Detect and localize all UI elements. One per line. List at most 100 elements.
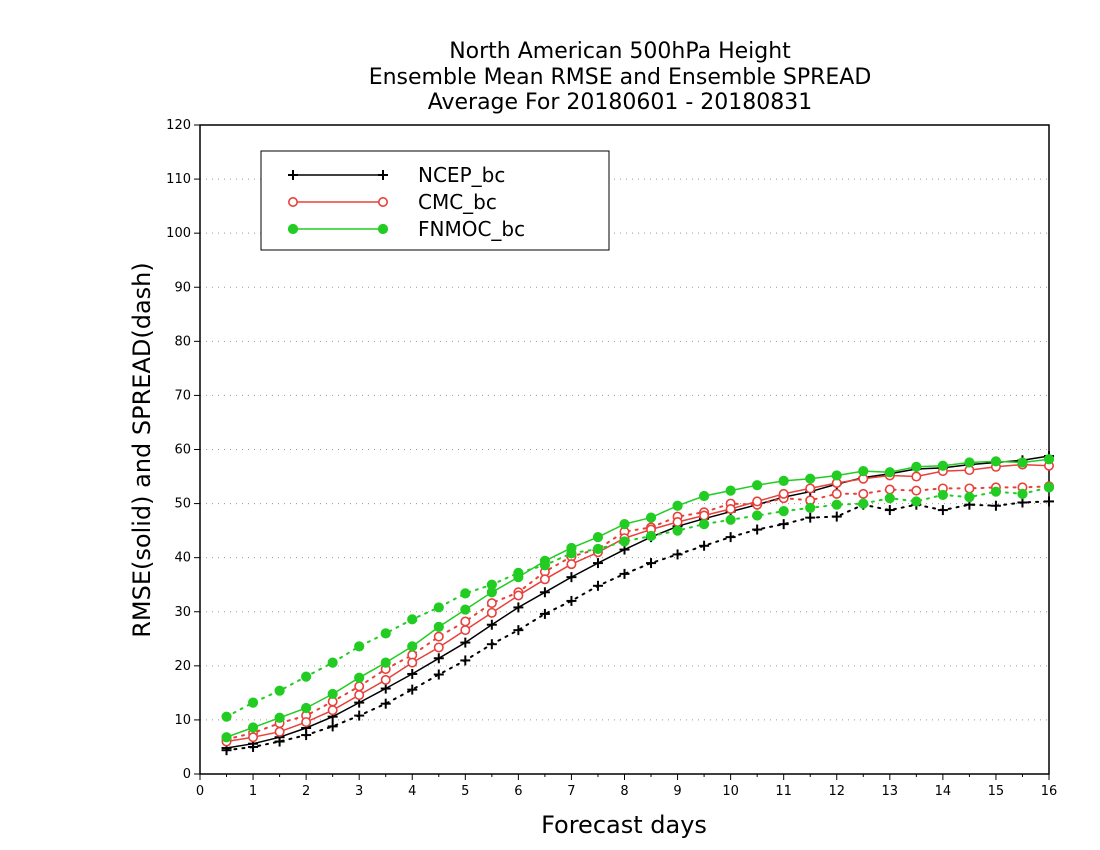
fnmoc-bc-spread-point [221,711,232,722]
fnmoc-bc-spread-point [301,671,312,682]
legend-items: NCEP_bc CMC_bc FNMOC_bc [287,163,525,241]
cmc-bc-rmse-point [486,607,497,618]
x-tick-label: 4 [408,784,416,799]
cmc-bc-rmse-point [911,471,922,482]
fnmoc-bc-spread-point [1043,482,1055,493]
fnmoc-bc-spread-point [884,493,895,504]
fnmoc-bc-spread-point [911,496,922,507]
fnmoc-bc-rmse-point [672,500,683,511]
ncep-bc-spread-point [513,625,524,636]
cmc-bc-rmse-point [407,657,418,668]
chart-title-line-2: Ensemble Mean RMSE and Ensemble SPREAD [369,65,872,90]
cmc-bc-spread-point [911,485,922,496]
fnmoc-bc-spread-point [1017,488,1028,499]
ncep-bc-spread-point [619,568,630,579]
ncep-bc-spread-point [327,721,338,732]
ncep-bc-rmse-point [433,653,444,664]
fnmoc-bc-spread-point [964,491,975,503]
fnmoc-bc-spread-point [407,614,418,625]
fnmoc-bc-rmse-point [805,473,816,484]
cmc-bc-rmse-point [778,488,789,499]
x-tick-label: 11 [775,784,792,799]
cmc-bc-rmse-point [301,717,312,728]
fnmoc-bc-rmse-point [513,572,524,583]
cmc-bc-spread-point [831,488,842,499]
chart-title-line-1: North American 500hPa Height [449,39,791,64]
legend-item-ncep-bc: NCEP_bc [288,163,505,187]
fnmoc-bc-rmse-point [407,641,418,652]
x-tick-label: 12 [828,784,845,799]
ncep-bc-spread-point [990,500,1001,511]
cmc-bc-rmse-point [752,496,763,507]
fnmoc-bc-spread-point [619,536,630,547]
fnmoc-bc-rmse-point [247,722,259,733]
x-tick-label: 14 [935,784,952,799]
fnmoc-bc-spread-point [645,530,657,542]
cmc-bc-spread-point [858,488,869,499]
x-tick-label: 1 [249,784,257,799]
ncep-bc-spread-point [1044,496,1054,507]
ncep-bc-spread-point [486,639,497,650]
fnmoc-bc-rmse-point [592,532,604,543]
ncep-bc-rmse-point [513,602,524,613]
ncep-bc-rmse-point [539,587,550,598]
fnmoc-bc-rmse-point [354,672,365,683]
cmc-bc-spread-point [964,483,975,494]
ncep-bc-spread-point [884,505,895,516]
cmc-bc-rmse-point [566,559,577,570]
ncep-bc-spread-point [1017,497,1028,508]
fnmoc-bc-spread-point [858,498,869,509]
cmc-bc-rmse-point [274,726,285,737]
ncep-bc-spread-point [380,698,391,709]
x-tick-label: 5 [461,784,469,799]
x-tick-label: 15 [988,784,1005,799]
legend-marker [287,197,298,208]
fnmoc-bc-rmse-point [937,460,948,471]
fnmoc-bc-rmse-point [831,470,842,481]
fnmoc-bc-spread-point [460,588,471,599]
cmc-bc-rmse-point [725,503,736,514]
legend-label: FNMOC_bc [418,217,525,241]
x-tick-label: 13 [882,784,899,799]
fnmoc-bc-spread-point [433,602,444,613]
y-tick-label: 50 [174,497,191,512]
cmc-bc-rmse-point [248,732,259,743]
cmc-bc-spread-point [354,681,365,692]
legend-marker [287,223,299,235]
x-axis-label: Forecast days [541,811,707,839]
fnmoc-bc-rmse-point [698,490,710,502]
cmc-bc-spread-point [433,631,444,642]
cmc-bc-rmse-point [380,674,391,685]
fnmoc-bc-rmse-point [1017,457,1028,468]
series-fnmoc-bc [221,454,1055,743]
ncep-bc-spread-point [752,524,763,535]
cmc-bc-spread-line [225,485,1050,741]
y-tick-label: 90 [174,280,191,295]
legend-marker [378,170,388,180]
legend: NCEP_bc CMC_bc FNMOC_bc [260,150,610,251]
ncep-bc-rmse-point [407,668,418,679]
y-tick-label: 0 [183,767,191,782]
cmc-bc-rmse-point [699,510,710,521]
fnmoc-bc-spread-point [327,657,338,668]
chart-title: North American 500hPa Height Ensemble Me… [369,39,872,115]
ncep-bc-spread-point [725,532,736,543]
fnmoc-bc-rmse-point [486,587,497,598]
chart-title-line-3: Average For 20180601 - 20180831 [428,90,813,115]
y-tick-label: 20 [174,659,191,674]
fnmoc-bc-rmse-point [911,461,922,472]
legend-marker [377,197,388,208]
ncep-bc-spread-point [460,655,471,666]
cmc-bc-spread-point [460,616,471,627]
fnmoc-bc-spread-point [725,514,736,525]
ncep-bc-spread-point [407,684,418,695]
fnmoc-bc-rmse-point [752,480,763,491]
y-tick-label: 40 [174,551,191,566]
y-axis-label: RMSE(solid) and SPREAD(dash) [128,262,156,638]
fnmoc-bc-rmse-point [221,732,232,743]
ncep-bc-spread-point [354,710,365,721]
fnmoc-bc-rmse-point [778,475,789,486]
fnmoc-bc-spread-point [274,685,285,696]
ncep-bc-rmse-point [592,558,603,569]
series-layer [221,450,1055,756]
